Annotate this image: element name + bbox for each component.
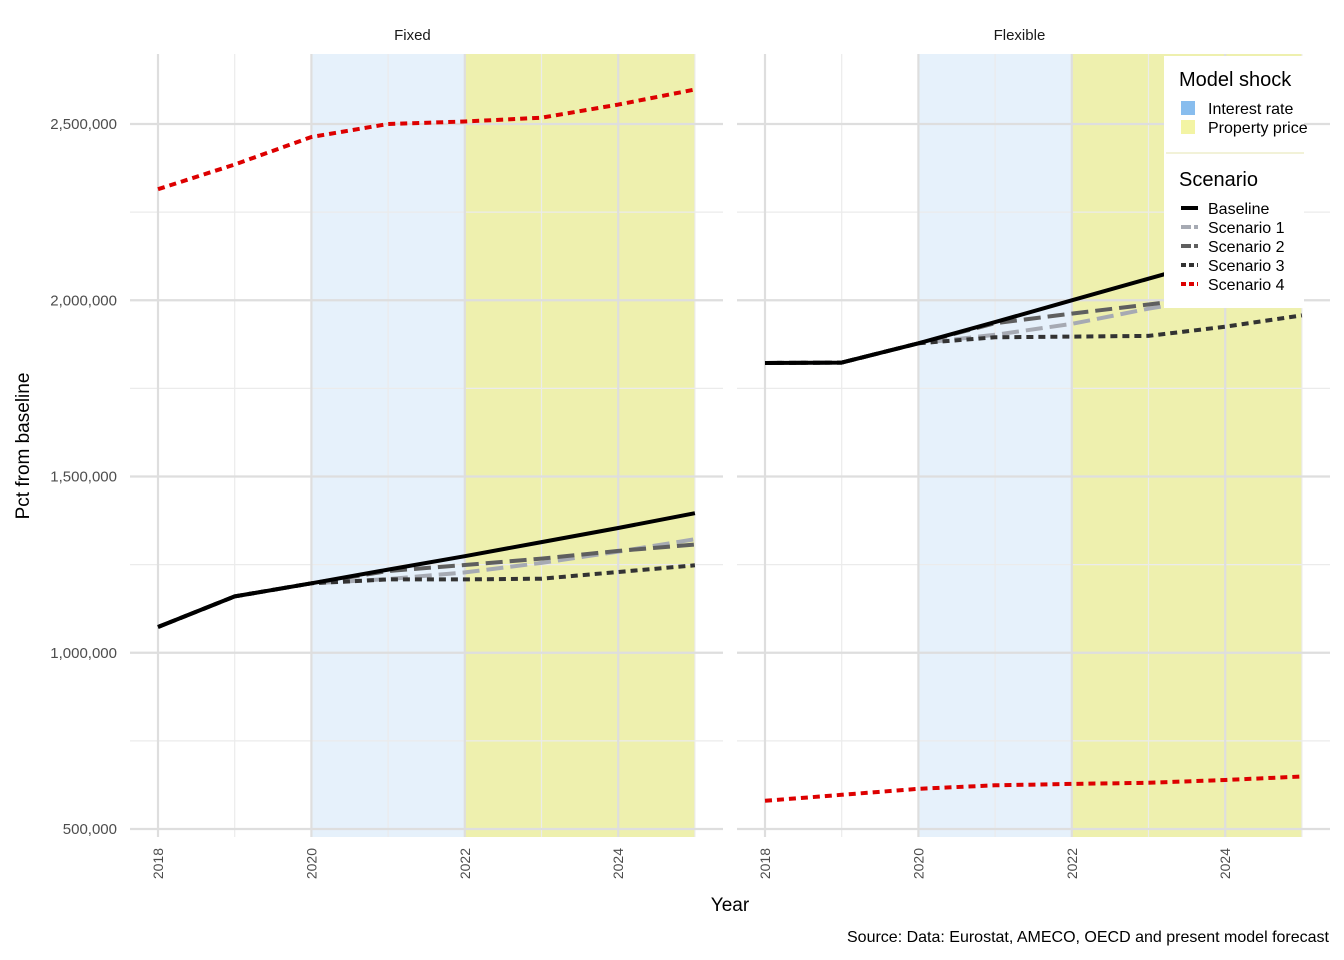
x-tick-label: 2024 (1217, 848, 1233, 879)
series-line-scenario-2 (764, 283, 1303, 365)
x-tick-label: 2020 (910, 848, 926, 879)
legend-background (1164, 56, 1304, 308)
x-tick-label: 2022 (1064, 848, 1080, 879)
legend-shock-title: Model shock (1179, 69, 1292, 91)
series-line-scenario-1 (764, 281, 1303, 365)
legend-scenario-title: Scenario (1179, 169, 1258, 191)
legend-swatch-interest-rate (1181, 101, 1195, 115)
legend-label-scenario-3: Scenario 3 (1208, 258, 1285, 275)
x-tick-label: 2020 (303, 848, 319, 879)
legend-label-scenario-4: Scenario 4 (1208, 277, 1285, 294)
y-tick-label: 2,500,000 (50, 116, 117, 133)
shock-band-property-price (464, 54, 695, 837)
y-axis-title: Pct from baseline (13, 373, 34, 520)
legend-label-scenario-1: Scenario 1 (1208, 220, 1285, 237)
panel-fixed: Fixed 2018 2020 2022 2024 500,000 1,000,000 1,5… (50, 27, 723, 879)
series-line-scenario-4 (157, 87, 696, 192)
legend: Model shock Interest rate Property price Sc… (1164, 56, 1308, 308)
legend-label-interest-rate: Interest rate (1208, 101, 1293, 118)
legend-label-scenario-2: Scenario 2 (1208, 239, 1285, 256)
panel-title: Flexible (994, 27, 1046, 44)
x-tick-label: 2018 (150, 848, 166, 879)
series-line-scenario-4 (764, 774, 1302, 803)
legend-label-baseline: Baseline (1208, 201, 1269, 218)
x-axis-title: Year (711, 895, 750, 916)
x-tick-label: 2024 (610, 848, 626, 879)
y-tick-label: 2,000,000 (50, 292, 117, 309)
x-tick-label: 2022 (457, 848, 473, 879)
panel-title: Fixed (394, 27, 431, 44)
x-tick-label: 2018 (757, 848, 773, 879)
series-line-baseline (157, 511, 696, 629)
legend-label-property-price: Property price (1208, 120, 1308, 137)
y-tick-label: 500,000 (63, 821, 117, 838)
source-caption: Source: Data: Eurostat, AMECO, OECD and … (847, 929, 1330, 946)
y-tick-label: 1,000,000 (50, 645, 117, 662)
legend-swatch-property-price (1181, 120, 1195, 134)
y-tick-label: 1,500,000 (50, 469, 117, 486)
series-line-scenario-2 (157, 542, 696, 629)
